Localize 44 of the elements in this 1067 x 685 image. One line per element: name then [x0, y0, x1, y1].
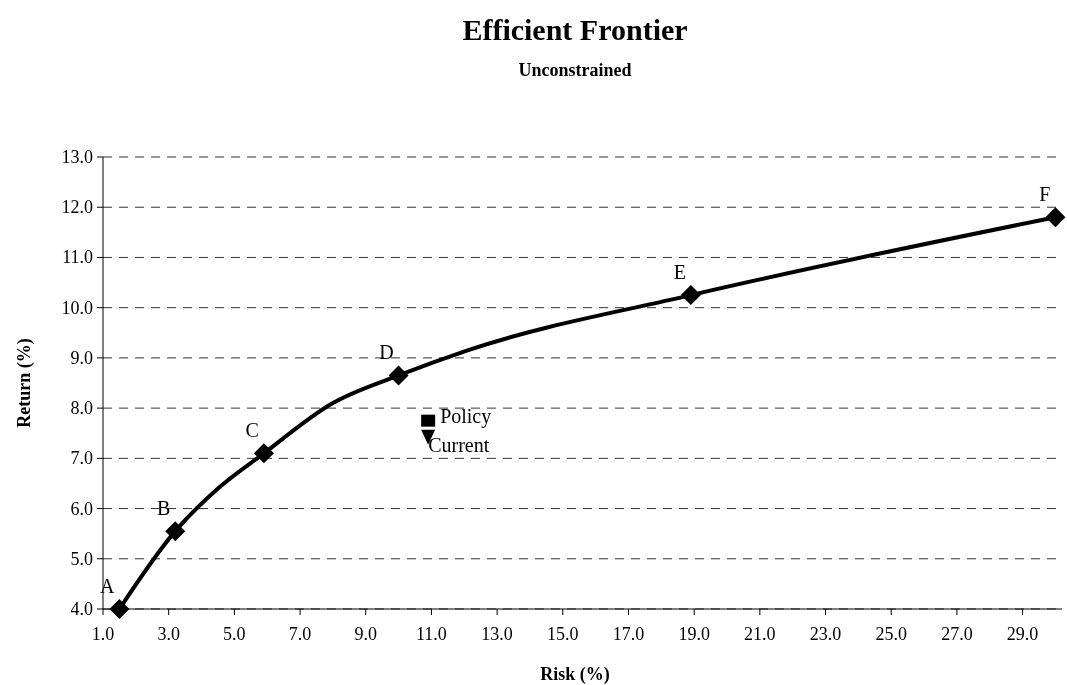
annotation: D	[379, 341, 394, 364]
y-axis-title: Return (%)	[14, 338, 35, 428]
x-tick-label: 23.0	[809, 624, 842, 644]
y-tick-label: 5.0	[70, 548, 93, 569]
x-tick-label: 3.0	[157, 624, 180, 644]
x-tick-label: 15.0	[547, 624, 579, 644]
x-tick-label: 19.0	[678, 624, 710, 644]
y-tick-label: 7.0	[70, 448, 93, 469]
x-tick-label: 29.0	[1006, 624, 1039, 644]
x-tick-label: 7.0	[288, 624, 312, 644]
point	[165, 521, 186, 542]
annotation: C	[245, 419, 259, 442]
x-tick-label: 1.0	[91, 624, 115, 644]
y-tick-label: 4.0	[70, 599, 93, 619]
point	[680, 285, 701, 306]
x-tick-label: 17.0	[612, 624, 645, 644]
y-tick-label: 10.0	[61, 297, 93, 318]
point	[109, 599, 130, 619]
point	[253, 443, 274, 464]
y-tick-label: 8.0	[70, 398, 93, 419]
x-tick-label: 5.0	[223, 624, 246, 644]
y-tick-label: 12.0	[61, 197, 93, 218]
annotation: A	[99, 575, 115, 597]
x-tick-label: 13.0	[481, 624, 513, 644]
annotation: B	[156, 497, 171, 520]
point	[421, 414, 436, 427]
chart-subtitle: Unconstrained	[518, 60, 632, 80]
point	[1045, 207, 1066, 228]
annotation: F	[1039, 183, 1051, 206]
series-label: Current	[428, 433, 490, 456]
y-tick-label: 13.0	[61, 147, 93, 167]
y-tick-label: 6.0	[70, 498, 93, 519]
x-tick-label: 21.0	[744, 624, 776, 644]
x-tick-label: 25.0	[875, 624, 907, 644]
chart-title: Efficient Frontier	[462, 13, 688, 46]
y-tick-label: 11.0	[62, 247, 93, 268]
x-tick-label: 11.0	[416, 624, 447, 644]
annotation: E	[673, 261, 686, 284]
x-tick-label: 9.0	[354, 624, 377, 644]
x-axis-title: Risk (%)	[540, 664, 610, 685]
point	[388, 365, 409, 386]
series-label: Policy	[440, 404, 492, 428]
y-tick-label: 9.0	[70, 347, 93, 368]
x-tick-label: 27.0	[941, 624, 973, 644]
